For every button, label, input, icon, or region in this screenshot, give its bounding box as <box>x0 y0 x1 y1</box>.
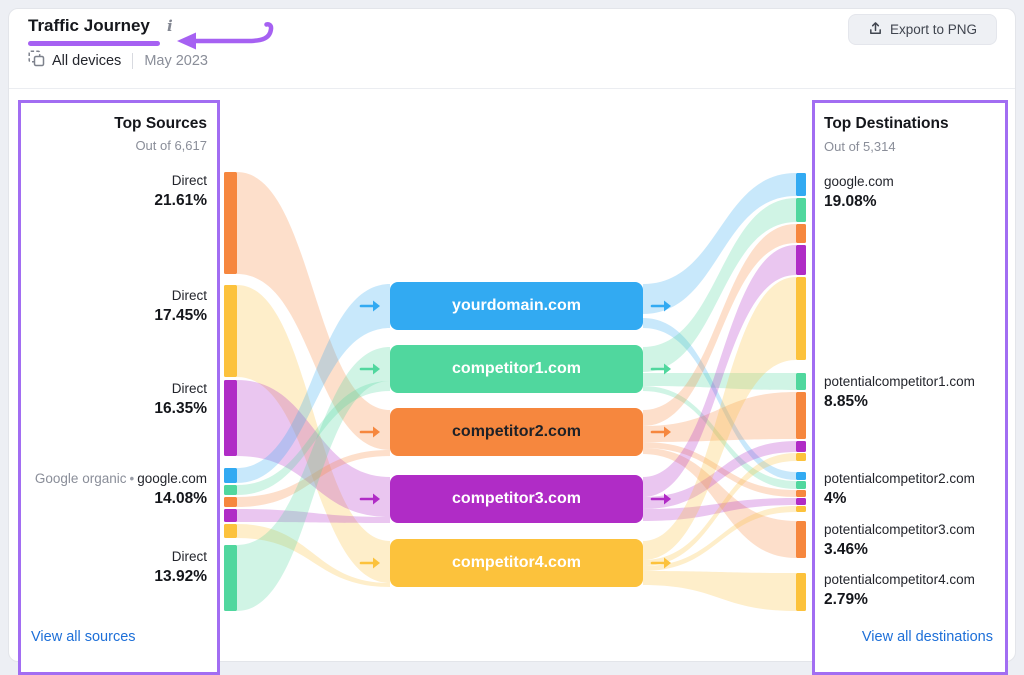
sankey-flow <box>643 442 796 497</box>
destination-node-bar <box>796 490 806 497</box>
destination-node-bar <box>796 373 806 390</box>
flow-arrow-icon <box>664 363 671 375</box>
source-item-2: Direct 17.45% <box>154 288 207 324</box>
sankey-flow <box>237 347 390 611</box>
sankey-flow <box>643 245 796 497</box>
flow-arrow-icon <box>664 557 671 569</box>
sankey-flow <box>237 284 390 483</box>
destination-node-bar <box>796 198 806 222</box>
destination-node-bar <box>796 481 806 489</box>
sankey-flow <box>643 198 796 372</box>
destination-node-bar <box>796 498 806 505</box>
title-underline-annotation <box>28 41 160 46</box>
export-button-label: Export to PNG <box>889 22 978 37</box>
domain-node-competitor1[interactable]: competitor1.com <box>390 345 643 393</box>
destination-node-bar <box>796 453 806 461</box>
flow-arrow-icon <box>373 300 380 312</box>
sankey-flow <box>237 285 390 583</box>
sankey-flow <box>237 524 390 587</box>
filters-row: All devices May 2023 <box>28 50 208 72</box>
destination-item-4: potentialcompetitor3.com 3.46% <box>824 522 975 558</box>
destination-node-bar <box>796 472 806 480</box>
flow-arrow-icon <box>373 363 380 375</box>
destination-item-2: potentialcompetitor1.com 8.85% <box>824 374 975 410</box>
destination-node-bar <box>796 224 806 243</box>
destinations-panel-title: Top Destinations <box>824 115 949 132</box>
destination-node-bar <box>796 506 806 512</box>
domain-node-competitor2[interactable]: competitor2.com <box>390 408 643 456</box>
sankey-flow <box>643 173 796 314</box>
sankey-flow <box>643 386 796 489</box>
date-filter-label: May 2023 <box>144 53 208 69</box>
sankey-flow <box>643 453 796 566</box>
domain-node-competitor3[interactable]: competitor3.com <box>390 475 643 523</box>
flow-arrow-icon <box>664 300 671 312</box>
source-node-bar <box>224 497 237 507</box>
sankey-flow <box>643 373 796 390</box>
header-divider <box>9 88 1015 89</box>
devices-filter-label: All devices <box>52 53 122 69</box>
export-icon <box>868 21 883 39</box>
sankey-flow <box>237 450 390 507</box>
source-node-bar <box>224 545 237 611</box>
source-item-1: Direct 21.61% <box>154 173 207 209</box>
sankey-flow <box>643 448 796 558</box>
sankey-flow <box>643 571 796 611</box>
destination-item-3: potentialcompetitor2.com 4% <box>824 471 975 507</box>
domain-node-competitor4[interactable]: competitor4.com <box>390 539 643 587</box>
flow-arrow-icon <box>664 426 671 438</box>
sankey-flow <box>237 172 390 450</box>
source-node-bar <box>224 485 237 495</box>
sankey-flow <box>643 392 796 442</box>
sankey-flow <box>237 381 390 495</box>
source-node-bar <box>224 509 237 522</box>
sankey-flow <box>643 318 796 480</box>
source-item-4: Google organic • google.com 14.08% <box>34 471 207 507</box>
page-title: Traffic Journey <box>28 16 150 35</box>
source-node-bar <box>224 524 237 538</box>
destination-item-1: google.com 19.08% <box>824 174 894 210</box>
flow-arrow-icon <box>373 493 380 505</box>
filter-separator <box>132 53 134 69</box>
destination-node-bar <box>796 245 806 275</box>
source-item-5: Direct 13.92% <box>154 549 207 585</box>
destination-node-bar <box>796 173 806 196</box>
destinations-total: Out of 5,314 <box>824 139 896 154</box>
flow-arrow-icon <box>373 426 380 438</box>
sankey-flow <box>643 441 796 509</box>
view-all-sources-link[interactable]: View all sources <box>31 629 136 645</box>
sankey-flow <box>643 277 796 560</box>
destination-node-bar <box>796 521 806 558</box>
export-to-png-button[interactable]: Export to PNG <box>848 14 997 45</box>
source-node-bar <box>224 468 237 483</box>
source-node-bar <box>224 172 237 274</box>
info-icon[interactable]: i <box>167 17 173 35</box>
destination-node-bar <box>796 573 806 611</box>
sankey-flow <box>237 509 390 523</box>
all-devices-icon <box>28 50 45 72</box>
sankey-flow <box>643 506 796 571</box>
domain-node-yourdomain[interactable]: yourdomain.com <box>390 282 643 330</box>
top-destinations-panel: Top Destinations Out of 5,314 google.com… <box>812 100 1008 675</box>
sources-total: Out of 6,617 <box>135 138 207 153</box>
destination-item-5: potentialcompetitor4.com 2.79% <box>824 572 975 608</box>
source-item-3: Direct 16.35% <box>154 381 207 417</box>
source-node-bar <box>224 380 237 456</box>
flow-arrow-icon <box>664 493 671 505</box>
sankey-flow <box>237 380 390 517</box>
destination-node-bar <box>796 441 806 452</box>
destination-node-bar <box>796 277 806 360</box>
destination-node-bar <box>796 392 806 439</box>
source-node-bar <box>224 285 237 377</box>
sources-panel-title: Top Sources <box>114 115 207 132</box>
sankey-flow <box>643 224 796 426</box>
view-all-destinations-link[interactable]: View all destinations <box>861 629 993 645</box>
flow-arrow-icon <box>373 557 380 569</box>
top-sources-panel: Top Sources Out of 6,617 Direct 21.61% D… <box>18 100 220 675</box>
sankey-flow <box>643 498 796 521</box>
